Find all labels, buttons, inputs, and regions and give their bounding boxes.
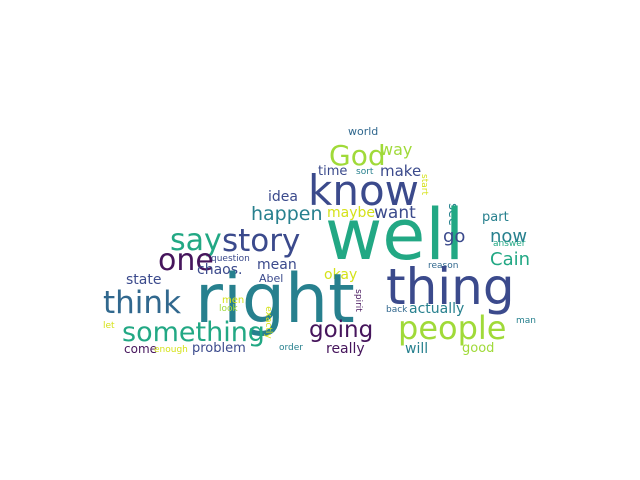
word-god: God [329, 139, 386, 172]
word-back: back [386, 305, 408, 315]
word-now: now [490, 226, 528, 247]
word-spirit: spirit [352, 289, 363, 312]
word-actually: actually [409, 301, 465, 317]
word-know: know [308, 166, 419, 215]
word-abel: Abel [259, 272, 284, 285]
word-state: state [126, 272, 162, 288]
word-will: will [405, 341, 429, 357]
word-want: want [374, 203, 416, 223]
word-well: well [325, 194, 465, 276]
word-way: way [380, 140, 413, 159]
word-sort: sort [356, 167, 374, 177]
word-enough: enough [154, 345, 188, 355]
word-something: something [122, 317, 265, 348]
word-cain: Cain [490, 249, 531, 270]
word-order: order [279, 343, 303, 353]
word-come: come [124, 342, 158, 356]
word-think: think [103, 285, 182, 321]
word-reason: reason [428, 261, 459, 271]
word-world: world [348, 125, 379, 138]
word-people: people [398, 309, 507, 347]
word-good: good [462, 341, 495, 356]
word-one: one [158, 243, 214, 278]
word-say: say [170, 223, 222, 258]
word-going: going [309, 317, 374, 343]
word-part: part [482, 210, 509, 225]
word-look: look [219, 304, 238, 314]
word-go: go [443, 226, 466, 247]
word-answer: answer [493, 239, 526, 249]
word-problem: problem [192, 341, 246, 356]
word-let: let [103, 321, 115, 331]
word-chaos: chaos. [197, 262, 243, 278]
word-men: men [222, 295, 245, 306]
word-thing: thing [386, 258, 515, 316]
word-man: man [516, 316, 536, 326]
word-time: time [318, 164, 348, 179]
word-question: question [211, 254, 250, 264]
word-make: make [380, 162, 422, 180]
word-start: start [418, 174, 429, 195]
word-story: story [222, 223, 301, 259]
word-really: really [326, 341, 365, 357]
word-mean: mean [257, 257, 297, 273]
word-idea: idea [268, 189, 298, 205]
word-right: right [195, 260, 355, 339]
word-maybe: maybe [327, 205, 376, 221]
word-okay: okay [324, 267, 358, 283]
word-happen: happen [251, 203, 323, 225]
